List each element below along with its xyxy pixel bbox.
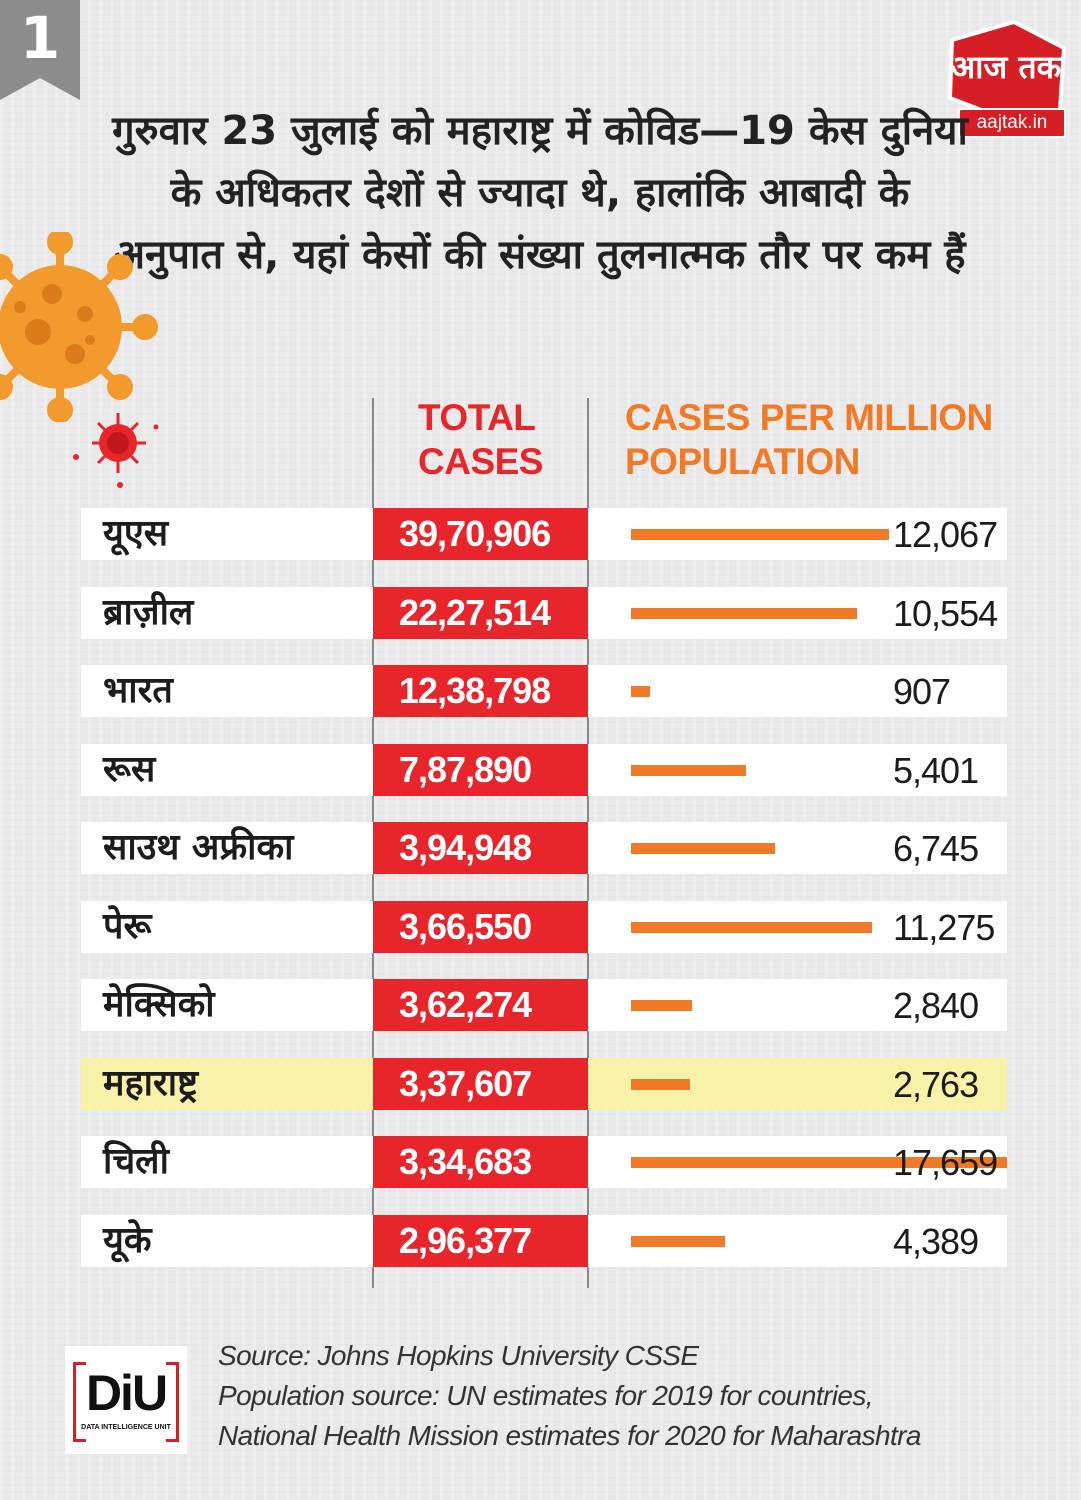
per-million-value: 10,554: [893, 592, 998, 634]
total-cases-value: 12,38,798: [373, 665, 588, 717]
total-cases-value: 22,27,514: [373, 586, 588, 639]
table-row-highlighted: महाराष्ट्र 3,37,607 2,763: [81, 1057, 1007, 1110]
per-million-bar: [631, 764, 747, 776]
header-total-cases: TOTAL CASES: [418, 397, 543, 482]
total-cases-value: 3,62,274: [373, 979, 588, 1031]
country-name: पेरू: [103, 905, 152, 947]
total-cases-value: 3,94,948: [373, 822, 588, 874]
total-cases-value: 39,70,906: [373, 508, 588, 560]
table-row: यूएस 39,70,906 12,067: [81, 508, 1007, 560]
table-row: पेरू 3,66,550 11,275: [81, 900, 1007, 953]
diu-logo: DiU DATA INTELLIGENCE UNIT: [65, 1346, 187, 1454]
per-million-value: 4,389: [893, 1220, 979, 1262]
source-note: Source: Johns Hopkins University CSSE Po…: [218, 1336, 1038, 1456]
headline: गुरुवार 23 जुलाई को महाराष्ट्र में कोविड…: [112, 108, 968, 278]
diu-bracket-right: [166, 1362, 179, 1442]
country-name: यूके: [103, 1219, 152, 1261]
per-million-value: 12,067: [893, 514, 998, 555]
table-row: साउथ अफ्रीका 3,94,948 6,745: [81, 822, 1007, 874]
diu-bracket-left: [73, 1362, 86, 1442]
source-line: Population source: UN estimates for 2019…: [218, 1380, 874, 1411]
table-row: रूस 7,87,890 5,401: [81, 743, 1007, 796]
per-million-bar: [631, 1235, 725, 1247]
header-cases-per-million: CASES PER MILLION POPULATION: [625, 397, 993, 482]
per-million-value: 5,401: [893, 749, 979, 791]
country-name: साउथ अफ्रीका: [103, 827, 294, 868]
per-million-bar: [631, 686, 651, 697]
diu-subtitle: DATA INTELLIGENCE UNIT: [81, 1424, 171, 1431]
per-million-bar: [631, 921, 873, 933]
country-name: रूस: [103, 748, 156, 790]
country-name: मेक्सिको: [103, 984, 215, 1025]
table-row: मेक्सिको 3,62,274 2,840: [81, 979, 1007, 1031]
small-virus-icon: [73, 413, 159, 488]
total-cases-value: 7,87,890: [373, 743, 588, 796]
aajtak-domain: aajtak.in: [958, 108, 1066, 138]
table-row: भारत 12,38,798 907: [81, 665, 1007, 717]
per-million-value: 6,745: [893, 828, 979, 869]
table-row: चिली 3,34,683 17,659: [81, 1136, 1007, 1188]
aajtak-logo: आज तक: [947, 19, 1067, 121]
per-million-value: 2,840: [893, 985, 979, 1026]
country-name: यूएस: [103, 513, 169, 554]
per-million-value: 2,763: [893, 1063, 979, 1105]
per-million-bar: [631, 843, 776, 854]
per-million-bar: [631, 1078, 691, 1090]
table-row: ब्राज़ील 22,27,514 10,554: [81, 586, 1007, 639]
country-name: महाराष्ट्र: [103, 1062, 199, 1104]
data-table: यूएस 39,70,906 12,067 ब्राज़ील 22,27,514…: [81, 508, 1007, 1293]
per-million-bar: [631, 607, 857, 619]
diu-mark: DiU: [85, 1365, 168, 1421]
per-million-bar: [631, 529, 889, 540]
source-line: Source: Johns Hopkins University CSSE: [218, 1340, 699, 1371]
per-million-value: 17,659: [893, 1142, 998, 1183]
per-million-value: 11,275: [893, 906, 995, 948]
country-name: भारत: [103, 670, 173, 711]
total-cases-value: 2,96,377: [373, 1214, 588, 1267]
total-cases-value: 3,37,607: [373, 1057, 588, 1110]
source-line: National Health Mission estimates for 20…: [218, 1420, 921, 1451]
country-name: चिली: [103, 1141, 169, 1182]
per-million-bar: [631, 1157, 1007, 1168]
total-cases-value: 3,66,550: [373, 900, 588, 953]
country-name: ब्राज़ील: [103, 591, 194, 633]
per-million-value: 907: [893, 671, 951, 712]
per-million-bar: [631, 1000, 692, 1011]
large-virus-icon: [0, 232, 158, 422]
table-row: यूके 2,96,377 4,389: [81, 1214, 1007, 1267]
total-cases-value: 3,34,683: [373, 1136, 588, 1188]
slide-number: 1: [19, 4, 61, 72]
aajtak-logo-text: आज तक: [951, 48, 1063, 86]
